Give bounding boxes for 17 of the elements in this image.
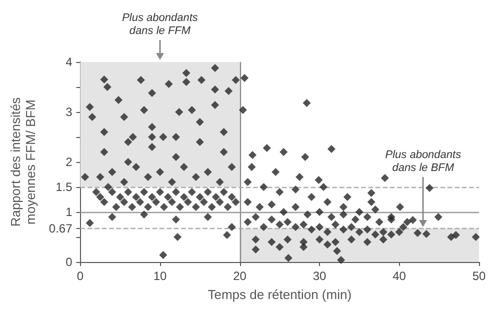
x-tick-label: 20: [233, 269, 247, 283]
y-tick-label: 1.5: [56, 180, 73, 194]
y-axis-title: Rapport des intensités moyennes FFM/ BFM: [8, 96, 38, 227]
x-tick-label: 10: [153, 269, 167, 283]
x-tick-label: 0: [76, 269, 84, 283]
x-tick-label: 40: [392, 269, 406, 283]
y-tick-label: 3: [66, 105, 73, 119]
y-tick-label: 2: [66, 155, 73, 169]
y-tick-label: 0: [66, 255, 73, 269]
y-tick-label: 1: [66, 205, 73, 219]
y-tick-label: 4: [66, 55, 73, 69]
annotation: Plus abondants dans le FFM: [122, 12, 198, 38]
x-tick-label: 30: [312, 269, 326, 283]
y-tick-label: 0.67: [48, 222, 73, 236]
x-axis-title: Temps de rétention (min): [208, 286, 352, 302]
x-tick-label: 50: [472, 269, 486, 283]
annotation: Plus abondants dans le BFM: [385, 148, 462, 174]
